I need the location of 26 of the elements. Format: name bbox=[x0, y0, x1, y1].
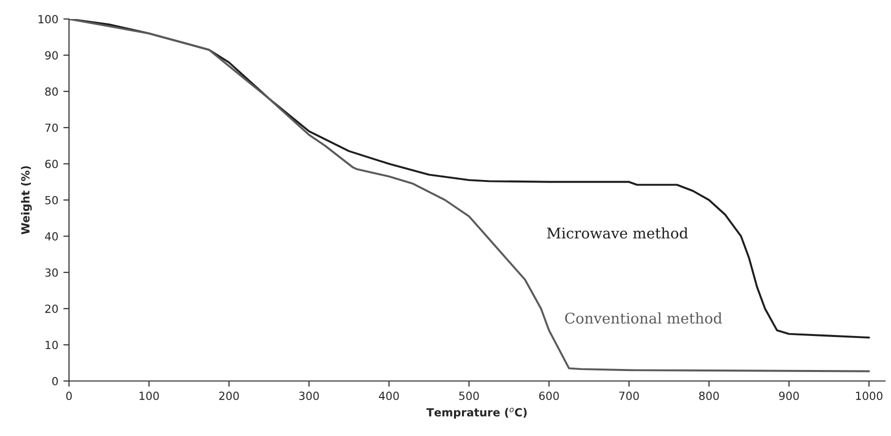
x-tick-label: 400 bbox=[378, 392, 399, 400]
x-tick-label: 100 bbox=[140, 392, 159, 400]
x-tick-label: 300 bbox=[299, 392, 319, 400]
series-label: Conventional method bbox=[565, 312, 722, 324]
y-tick-label: 30 bbox=[45, 268, 58, 277]
y-tick-label: 10 bbox=[46, 340, 58, 350]
x-tick-label: 900 bbox=[779, 392, 799, 400]
x-axis-title: Temprature ($^{o}$C) bbox=[426, 408, 527, 419]
y-tick-label: 50 bbox=[45, 196, 58, 204]
y-tick-label: 0 bbox=[52, 376, 58, 386]
y-tick-label: 70 bbox=[45, 124, 58, 132]
x-tick-label: 500 bbox=[459, 392, 479, 400]
y-tick-label: 100 bbox=[38, 14, 58, 24]
y-tick-label: 90 bbox=[45, 51, 58, 60]
x-tick-label: 0 bbox=[66, 392, 72, 400]
y-tick-label: 20 bbox=[45, 304, 58, 313]
y-tick-label: 60 bbox=[45, 160, 58, 168]
y-tick-label: 80 bbox=[45, 87, 58, 96]
x-tick-label: 700 bbox=[619, 392, 639, 400]
y-tick-label: 40 bbox=[44, 232, 58, 241]
y-axis-title: Weight (%) bbox=[20, 166, 32, 234]
x-tick-label: 600 bbox=[539, 392, 559, 400]
x-tick-label: 200 bbox=[219, 392, 239, 400]
x-tick-label: 1000 bbox=[856, 392, 882, 400]
x-tick-label: 800 bbox=[699, 392, 719, 400]
text: Microwave method bbox=[547, 227, 688, 239]
